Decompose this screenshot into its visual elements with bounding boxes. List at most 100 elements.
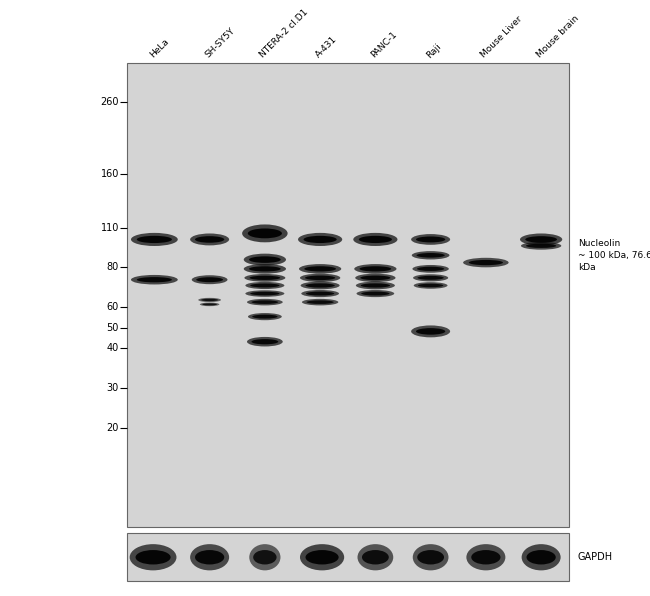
Ellipse shape [248,313,281,320]
Ellipse shape [358,544,393,570]
Text: GAPDH: GAPDH [578,552,613,562]
Ellipse shape [252,315,278,319]
Text: 160: 160 [101,169,119,179]
Ellipse shape [306,283,335,288]
Ellipse shape [307,300,334,304]
Ellipse shape [300,281,339,289]
Ellipse shape [306,291,334,296]
Ellipse shape [526,550,556,564]
Ellipse shape [411,234,450,245]
Ellipse shape [250,292,280,296]
Ellipse shape [306,550,339,564]
Ellipse shape [301,290,339,297]
Ellipse shape [417,550,444,564]
Ellipse shape [469,260,503,265]
Ellipse shape [360,275,391,280]
Ellipse shape [413,274,448,281]
Text: 40: 40 [107,343,119,353]
Ellipse shape [244,264,286,274]
Ellipse shape [135,550,170,564]
Text: PANC-1: PANC-1 [369,30,398,60]
Ellipse shape [254,550,277,564]
Ellipse shape [299,264,341,274]
Ellipse shape [190,234,229,246]
Ellipse shape [362,550,389,564]
Ellipse shape [298,233,343,246]
Ellipse shape [413,265,449,273]
Ellipse shape [302,299,339,305]
Ellipse shape [355,274,395,282]
Text: HeLa: HeLa [148,37,170,60]
Ellipse shape [521,242,561,250]
Ellipse shape [463,258,509,268]
Ellipse shape [248,228,282,238]
Ellipse shape [247,337,283,346]
Ellipse shape [305,275,335,280]
Ellipse shape [417,253,445,257]
Ellipse shape [200,303,220,306]
Ellipse shape [418,284,443,287]
Ellipse shape [190,544,229,570]
Ellipse shape [246,290,285,297]
Text: Mouse Liver: Mouse Liver [480,15,525,60]
Ellipse shape [417,267,445,271]
Bar [127,533,569,581]
Ellipse shape [354,264,396,274]
Text: A-431: A-431 [314,35,339,60]
Ellipse shape [250,276,280,280]
Ellipse shape [520,234,562,246]
Ellipse shape [244,254,286,266]
Ellipse shape [246,282,285,289]
Text: Nucleolin
~ 100 kDa, 76.6
kDa: Nucleolin ~ 100 kDa, 76.6 kDa [578,239,650,272]
Ellipse shape [252,339,278,344]
Ellipse shape [136,277,172,283]
Ellipse shape [353,233,397,246]
Text: 30: 30 [107,383,119,393]
Ellipse shape [521,544,560,570]
Ellipse shape [359,266,391,271]
Ellipse shape [131,275,178,284]
Ellipse shape [417,276,444,280]
Ellipse shape [201,299,218,301]
Ellipse shape [252,300,278,304]
Ellipse shape [526,244,556,248]
Ellipse shape [361,283,390,288]
Text: 80: 80 [107,262,119,272]
Ellipse shape [192,275,228,284]
Text: 60: 60 [107,302,119,312]
Ellipse shape [242,225,287,243]
Ellipse shape [304,236,337,243]
Ellipse shape [525,236,557,243]
Ellipse shape [356,290,394,297]
Ellipse shape [249,256,281,263]
Ellipse shape [250,544,281,570]
Text: SH-SY5Y: SH-SY5Y [203,26,237,60]
Ellipse shape [471,550,500,564]
Ellipse shape [356,281,395,289]
Text: Mouse brain: Mouse brain [535,14,580,60]
Ellipse shape [304,266,336,271]
Ellipse shape [300,544,345,570]
Ellipse shape [136,236,172,243]
Text: 260: 260 [101,97,119,107]
Ellipse shape [129,544,177,570]
Text: 20: 20 [107,423,119,433]
Ellipse shape [413,544,448,570]
Ellipse shape [198,298,221,302]
Ellipse shape [195,236,224,243]
Ellipse shape [195,550,224,564]
Ellipse shape [412,251,450,259]
Ellipse shape [359,236,392,243]
Ellipse shape [466,544,506,570]
Ellipse shape [413,282,447,288]
Ellipse shape [416,237,445,243]
Ellipse shape [300,274,341,282]
Ellipse shape [416,328,445,335]
Ellipse shape [244,274,285,282]
Ellipse shape [247,299,283,305]
Ellipse shape [196,277,223,282]
Ellipse shape [131,233,178,246]
Text: Raji: Raji [424,41,443,60]
Text: 110: 110 [101,223,119,232]
Text: NTERA-2 cl.D1: NTERA-2 cl.D1 [259,8,311,60]
